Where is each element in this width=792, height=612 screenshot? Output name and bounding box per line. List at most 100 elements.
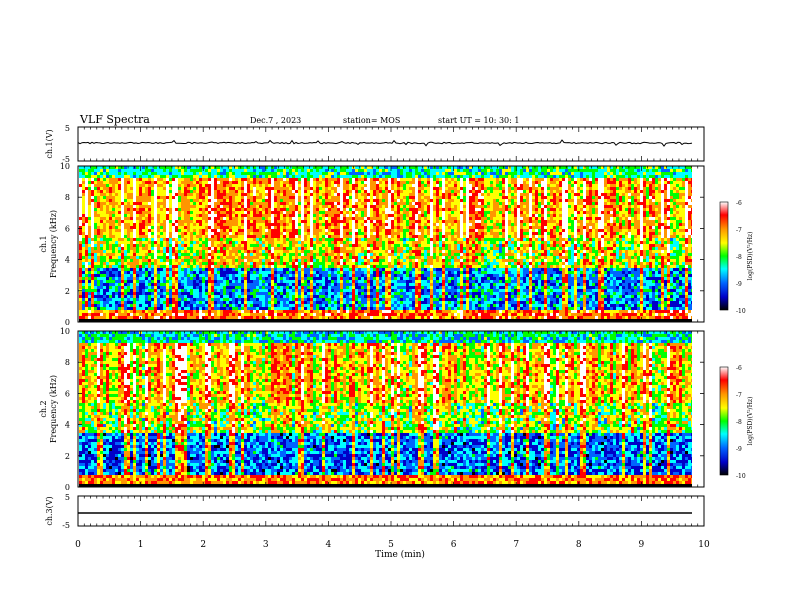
spectrogram-cell (79, 286, 82, 289)
spectrogram-cell (136, 262, 139, 265)
spectrogram-cell (148, 265, 151, 268)
spectrogram-cell (133, 211, 136, 214)
spectrogram-cell (160, 265, 163, 268)
spectrogram-cell (103, 268, 106, 271)
spectrogram-cell (145, 295, 148, 298)
spectrogram-cell (91, 193, 94, 196)
spectrogram-cell (142, 295, 145, 298)
spectrogram-cell (118, 313, 121, 316)
spectrogram-cell (121, 274, 124, 277)
spectrogram-cell (148, 307, 151, 310)
spectrogram-cell (115, 196, 118, 199)
spectrogram-cell (130, 259, 133, 262)
station-label: station= MOS (343, 116, 400, 125)
spectrogram-cell (115, 244, 118, 247)
spectrogram-cell (136, 253, 139, 256)
spectrogram-cell (85, 247, 88, 250)
ch1-spectrogram-image (79, 166, 704, 322)
spectrogram-cell (115, 193, 118, 196)
ch1-waveform-trace (78, 140, 692, 146)
spectrogram-cell (148, 169, 151, 172)
spectrogram-cell (169, 184, 172, 187)
spectrogram-cell (157, 301, 160, 304)
spectrogram-cell (169, 196, 172, 199)
spectrogram-cell (163, 316, 166, 319)
spectrogram-cell (109, 232, 112, 235)
spectrogram-cell (124, 241, 127, 244)
spectrogram-cell (91, 250, 94, 253)
spectrogram-cell (160, 190, 163, 193)
spectrogram-cell (145, 190, 148, 193)
spectrogram-cell (79, 181, 82, 184)
spectrogram-cell (130, 190, 133, 193)
spectrogram-cell (142, 256, 145, 259)
spectrogram-cell (127, 223, 130, 226)
spectrogram-cell (85, 268, 88, 271)
spectrogram-cell (142, 253, 145, 256)
spectrogram-cell (163, 256, 166, 259)
spectrogram-cell (130, 232, 133, 235)
spectrogram-cell (151, 307, 154, 310)
spectrogram-cell (82, 232, 85, 235)
spectrogram-cell (169, 181, 172, 184)
spectrogram-cell (118, 304, 121, 307)
spectrogram-cell (100, 193, 103, 196)
spectrogram-cell (97, 250, 100, 253)
spectrogram-cell (88, 178, 91, 181)
spectrogram-cell (106, 196, 109, 199)
spectrogram-cell (157, 250, 160, 253)
spectrogram-cell (115, 211, 118, 214)
spectrogram-cell (97, 298, 100, 301)
spectrogram-cell (88, 223, 91, 226)
spectrogram-cell (145, 175, 148, 178)
spectrogram-cell (97, 217, 100, 220)
spectrogram-cell (139, 226, 142, 229)
spectrogram-cell (136, 229, 139, 232)
spectrogram-cell (82, 280, 85, 283)
spectrogram-cell (118, 181, 121, 184)
spectrogram-cell (163, 292, 166, 295)
spectrogram-cell (127, 226, 130, 229)
spectrogram-cell (166, 232, 169, 235)
spectrogram-cell (154, 277, 157, 280)
spectrogram-cell (166, 235, 169, 238)
spectrogram-cell (118, 253, 121, 256)
spectrogram-cell (145, 289, 148, 292)
spectrogram-cell (154, 226, 157, 229)
spectrogram-cell (79, 184, 82, 187)
spectrogram-cell (115, 286, 118, 289)
spectrogram-cell (100, 307, 103, 310)
spectrogram-cell (118, 280, 121, 283)
spectrogram-cell (112, 301, 115, 304)
spectrogram-cell (154, 241, 157, 244)
spectrogram-cell (106, 223, 109, 226)
spectrogram-cell (142, 199, 145, 202)
spectrogram-cell (136, 199, 139, 202)
spectrogram-cell (112, 304, 115, 307)
spectrogram-cell (82, 214, 85, 217)
spectrogram-cell (112, 190, 115, 193)
spectrogram-cell (79, 229, 82, 232)
spectrogram-cell (145, 286, 148, 289)
spectrogram-cell (166, 238, 169, 241)
spectrogram-cell (97, 304, 100, 307)
spectrogram-cell (145, 202, 148, 205)
spectrogram-cell (103, 208, 106, 211)
spectrogram-cell (145, 172, 148, 175)
spectrogram-cell (166, 283, 169, 286)
spectrogram-cell (79, 208, 82, 211)
spectrogram-cell (136, 196, 139, 199)
spectrogram-cell (163, 208, 166, 211)
spectrogram-cell (97, 316, 100, 319)
spectrogram-cell (157, 238, 160, 241)
spectrogram-cell (163, 202, 166, 205)
spectrogram-cell (115, 214, 118, 217)
spectrogram-cell (157, 220, 160, 223)
spectrogram-cell (121, 304, 124, 307)
spectrogram-cell (91, 235, 94, 238)
spectrogram-cell (82, 184, 85, 187)
spectrogram-cell (91, 301, 94, 304)
spectrogram-cell (79, 304, 82, 307)
spectrogram-cell (121, 208, 124, 211)
spectrogram-cell (148, 295, 151, 298)
